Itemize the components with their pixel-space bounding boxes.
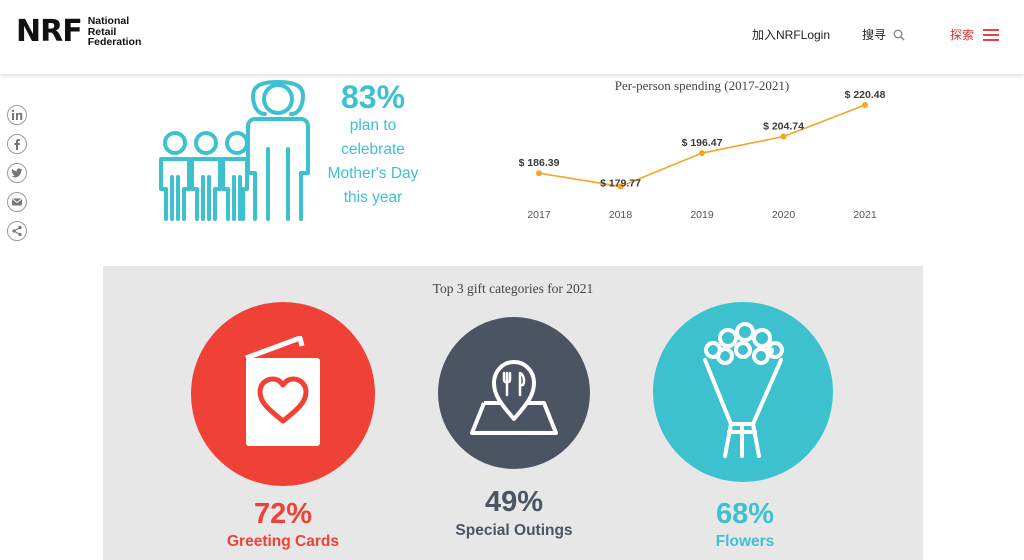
data-label: $ 186.39 [519, 157, 560, 169]
data-label: $ 220.48 [845, 90, 886, 101]
email-icon [12, 198, 22, 206]
stat-line: plan to [349, 117, 397, 134]
stat-line: celebrate [341, 141, 405, 158]
greeting-card-icon [245, 336, 320, 446]
explore-label: 探索 [950, 28, 975, 42]
data-label: $ 196.47 [682, 137, 723, 149]
spending-line-chart: $ 186.39 2017 $ 179.77 2018 $ 196.47 2019 $ 20… [519, 90, 886, 221]
share-sidebar [7, 105, 27, 250]
share-icon [12, 225, 22, 237]
facebook-share-button[interactable] [7, 134, 27, 154]
x-tick-label: 2018 [609, 209, 633, 221]
explore-menu-button[interactable]: 探索 [950, 26, 1000, 43]
x-tick-label: 2019 [690, 209, 714, 221]
search-button[interactable]: 搜寻 [862, 26, 905, 43]
more-share-button[interactable] [7, 221, 27, 241]
special-outings-percent: 49% [484, 486, 544, 518]
data-point [536, 170, 542, 177]
mothers-day-stat: 83% plan to celebrate Mother's Day this … [318, 80, 428, 210]
family-people-icon [159, 80, 310, 221]
x-tick-label: 2020 [772, 209, 796, 221]
gift-categories-panel: Top 3 gift categories for 2021 [103, 266, 923, 560]
linkedin-share-button[interactable] [7, 105, 27, 125]
data-point [862, 102, 868, 109]
greeting-cards-circle [191, 302, 375, 486]
site-header: NRF National Retail Federation 加入NRFLogi… [0, 0, 1024, 74]
stat-line: Mother's Day [327, 165, 419, 182]
hamburger-menu-icon [983, 28, 1000, 41]
logo-text: National Retail Federation [88, 16, 142, 48]
linkedin-icon [11, 109, 23, 120]
gift-panel-title: Top 3 gift categories for 2021 [432, 281, 594, 296]
logo-mark: NRF [16, 13, 83, 49]
search-icon [893, 29, 905, 41]
twitter-share-button[interactable] [7, 163, 27, 183]
special-outings-label: Special Outings [455, 522, 573, 539]
twitter-icon [11, 168, 23, 178]
data-point [617, 183, 624, 190]
email-share-button[interactable] [7, 192, 27, 212]
x-tick-label: 2021 [853, 209, 877, 221]
greeting-cards-percent: 72% [253, 498, 313, 530]
flowers-icon [703, 322, 784, 458]
data-label: $ 179.77 [600, 177, 641, 189]
search-label: 搜寻 [862, 28, 887, 42]
chart-title: Per-person spending (2017-2021) [614, 78, 790, 93]
flowers-circle [653, 302, 833, 482]
outing-map-icon [470, 360, 558, 435]
special-outings-circle [438, 317, 590, 469]
nrf-logo[interactable]: NRF National Retail Federation [16, 16, 141, 48]
join-login-link[interactable]: 加入NRFLogin [752, 28, 831, 42]
logo-line: Federation [87, 36, 142, 48]
data-label: $ 204.74 [763, 121, 804, 133]
stat-percent: 83% [340, 79, 406, 115]
facebook-icon [14, 139, 20, 150]
data-point [780, 133, 787, 140]
greeting-cards-label: Greeting Cards [227, 533, 339, 550]
x-tick-label: 2017 [527, 209, 551, 221]
flowers-label: Flowers [715, 533, 775, 550]
stat-line: this year [343, 189, 403, 206]
logo-line: Retail [87, 25, 117, 38]
flowers-percent: 68% [715, 498, 775, 530]
logo-line: National [87, 15, 130, 27]
data-point [699, 150, 705, 157]
